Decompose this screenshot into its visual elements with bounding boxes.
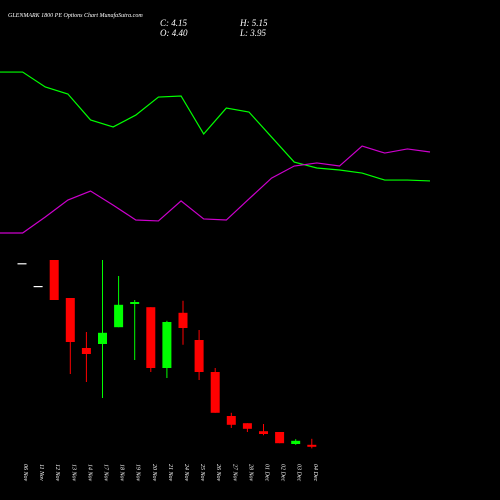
x-tick-label: 11 Nov [38, 464, 44, 481]
candle-body [226, 416, 236, 425]
indicator-line [0, 71, 431, 182]
low-label: L: 3.95 [239, 28, 267, 38]
x-tick-label: 20 Nov [151, 464, 157, 482]
x-tick-label: 27 Nov [231, 464, 237, 482]
indicator-line [0, 145, 431, 234]
x-tick-label: 26 Nov [215, 464, 221, 482]
x-tick-label: 28 Nov [247, 464, 253, 482]
x-tick-label: 18 Nov [119, 464, 125, 482]
x-tick-label: 12 Nov [54, 464, 60, 482]
candle-body [17, 263, 27, 265]
high-label: H: 5.15 [239, 18, 268, 28]
x-tick-label: 14 Nov [86, 464, 93, 482]
candle-body [162, 322, 172, 368]
candle-body [98, 332, 107, 344]
candle-body [130, 302, 140, 304]
candle-body [146, 307, 156, 368]
candle-body [114, 304, 124, 328]
close-label: C: 4.15 [160, 18, 188, 28]
candle-body [33, 286, 43, 288]
x-tick-label: 17 Nov [103, 464, 109, 482]
x-tick-label: 01 Dec [264, 464, 270, 481]
x-tick-label: 06 Nov [22, 464, 28, 482]
x-tick-label: 25 Nov [199, 464, 205, 482]
candle-body [81, 348, 91, 354]
candle-body [307, 444, 317, 447]
x-tick-label: 19 Nov [135, 464, 141, 482]
candle-body [291, 440, 301, 444]
candle-body [275, 432, 285, 444]
candle-body [242, 423, 252, 429]
candle-body [178, 312, 188, 328]
candle-body [210, 372, 220, 413]
x-tick-label: 04 Dec [312, 464, 319, 481]
x-tick-label: 03 Dec [296, 464, 302, 481]
candle-body [49, 260, 59, 300]
chart-title: GLENMARK 1800 PE Options Chart MunafaSut… [8, 12, 143, 19]
x-tick-label: 24 Nov [183, 464, 190, 482]
x-tick-label: 13 Nov [70, 464, 76, 482]
x-tick-label: 21 Nov [167, 464, 173, 482]
candle-body [194, 340, 204, 372]
candle-body [65, 298, 75, 342]
x-tick-label: 02 Dec [280, 464, 286, 481]
open-label: O: 4.40 [160, 28, 188, 38]
candle-body [259, 431, 268, 434]
